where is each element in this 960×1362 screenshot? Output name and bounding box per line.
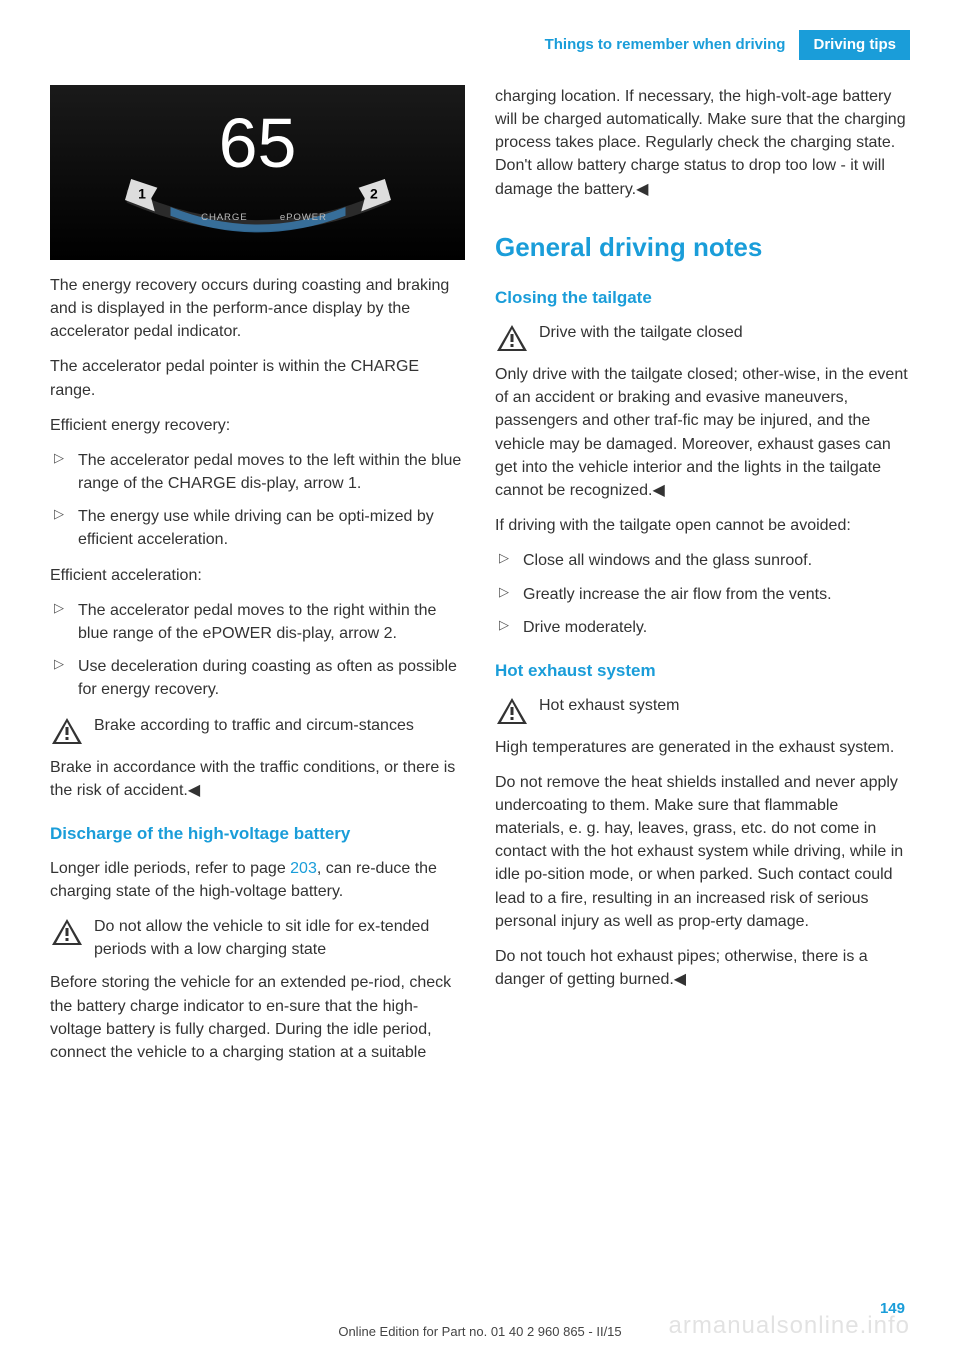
- warning-block: Drive with the tailgate closed Only driv…: [495, 321, 910, 502]
- epower-label: ePOWER: [279, 212, 326, 223]
- warning-body: Before storing the vehicle for an extend…: [50, 971, 465, 1064]
- warning-icon: [495, 696, 529, 726]
- page-header: Things to remember when driving Driving …: [50, 30, 910, 60]
- manual-page: Things to remember when driving Driving …: [0, 0, 960, 1362]
- bullet-list: Close all windows and the glass sunroof.…: [495, 549, 910, 639]
- warning-block: Do not allow the vehicle to sit idle for…: [50, 915, 465, 1064]
- list-item: The energy use while driving can be opti…: [50, 505, 465, 551]
- warning-block: Hot exhaust system High temperatures are…: [495, 694, 910, 759]
- header-topic: Things to remember when driving: [535, 30, 796, 60]
- footer-line: Online Edition for Part no. 01 40 2 960 …: [0, 1323, 960, 1342]
- warning-header: Brake according to traffic and circum‐st…: [50, 714, 465, 746]
- list-item: Close all windows and the glass sunroof.: [495, 549, 910, 572]
- paragraph: The energy recovery occurs during coasti…: [50, 274, 465, 344]
- section-heading: General driving notes: [495, 229, 910, 267]
- warning-title: Brake according to traffic and circum‐st…: [94, 714, 465, 737]
- list-item: Drive moderately.: [495, 616, 910, 639]
- right-column: charging location. If necessary, the hig…: [495, 85, 910, 1076]
- page-number: 149: [880, 1298, 905, 1320]
- text-fragment: Longer idle periods, refer to page: [50, 860, 290, 877]
- warning-title: Drive with the tailgate closed: [539, 321, 910, 344]
- warning-header: Hot exhaust system: [495, 694, 910, 726]
- list-item: The accelerator pedal moves to the left …: [50, 449, 465, 495]
- content-columns: 65 1 2 CHARGE ePOWER The ener: [50, 85, 910, 1076]
- dashboard-arc-svg: 1 2 CHARGE ePOWER: [88, 172, 428, 242]
- subheading: Hot exhaust system: [495, 659, 910, 684]
- warning-block: Brake according to traffic and circum‐st…: [50, 714, 465, 802]
- warning-header: Do not allow the vehicle to sit idle for…: [50, 915, 465, 961]
- left-column: 65 1 2 CHARGE ePOWER The ener: [50, 85, 465, 1076]
- warning-title: Hot exhaust system: [539, 694, 910, 717]
- subheading: Closing the tailgate: [495, 286, 910, 311]
- warning-icon: [50, 716, 84, 746]
- paragraph: Do not touch hot exhaust pipes; otherwis…: [495, 945, 910, 991]
- warning-body: High temperatures are generated in the e…: [495, 736, 910, 759]
- paragraph: If driving with the tailgate open cannot…: [495, 514, 910, 537]
- dashboard-illustration: 65 1 2 CHARGE ePOWER: [50, 85, 465, 260]
- subheading: Discharge of the high-voltage battery: [50, 822, 465, 847]
- list-item: Use deceleration during coasting as ofte…: [50, 655, 465, 701]
- paragraph: Longer idle periods, refer to page 203, …: [50, 857, 465, 903]
- paragraph: Do not remove the heat shields installed…: [495, 771, 910, 933]
- warning-header: Drive with the tailgate closed: [495, 321, 910, 353]
- paragraph: charging location. If necessary, the hig…: [495, 85, 910, 201]
- right-arrow-num: 2: [370, 185, 378, 201]
- charge-label: CHARGE: [201, 212, 247, 223]
- paragraph: Efficient energy recovery:: [50, 414, 465, 437]
- warning-body: Only drive with the tailgate closed; oth…: [495, 363, 910, 502]
- warning-icon: [495, 323, 529, 353]
- bullet-list: The accelerator pedal moves to the right…: [50, 599, 465, 702]
- list-item: Greatly increase the air flow from the v…: [495, 583, 910, 606]
- list-item: The accelerator pedal moves to the right…: [50, 599, 465, 645]
- warning-title: Do not allow the vehicle to sit idle for…: [94, 915, 465, 961]
- header-section: Driving tips: [799, 30, 910, 60]
- warning-icon: [50, 917, 84, 947]
- left-arrow-num: 1: [138, 185, 146, 201]
- paragraph: The accelerator pedal pointer is within …: [50, 355, 465, 401]
- paragraph: Efficient acceleration:: [50, 564, 465, 587]
- bullet-list: The accelerator pedal moves to the left …: [50, 449, 465, 552]
- page-link[interactable]: 203: [290, 860, 317, 877]
- warning-body: Brake in accordance with the traffic con…: [50, 756, 465, 802]
